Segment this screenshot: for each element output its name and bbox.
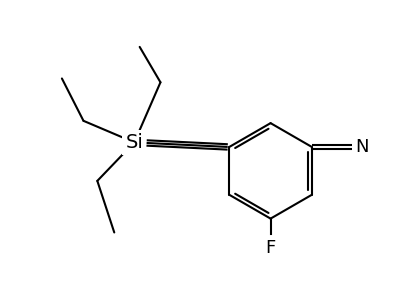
Text: Si: Si xyxy=(126,133,143,152)
Text: F: F xyxy=(265,239,276,257)
Text: N: N xyxy=(355,138,369,156)
